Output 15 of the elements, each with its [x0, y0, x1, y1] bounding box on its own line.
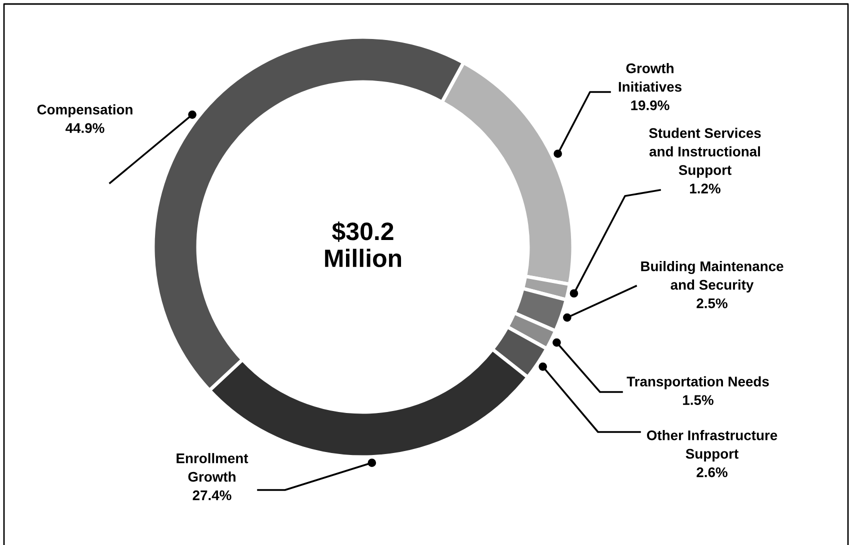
data-label: 1.5% [683, 395, 714, 405]
data-label: 19.9% [631, 100, 670, 110]
data-label: 1.2% [690, 184, 720, 194]
slice-label: Enrollment Growth [176, 453, 248, 482]
data-label: 2.6% [696, 467, 728, 478]
slice-label: Student Services and Instructional Support [649, 128, 761, 178]
slice-label: Transportation Needs [626, 376, 769, 390]
slice-label: Compensation [37, 104, 132, 118]
text: $30.2 Million [325, 221, 402, 268]
data-label: 2.5% [696, 298, 728, 308]
data-label: 27.4% [192, 490, 232, 500]
data-label: 44.9% [66, 123, 104, 133]
slice-label: Other Infrastructure Support [646, 430, 778, 462]
slice-label: Growth Initiatives [618, 63, 682, 92]
slice-label: Building Maintenance and Security [641, 261, 784, 293]
